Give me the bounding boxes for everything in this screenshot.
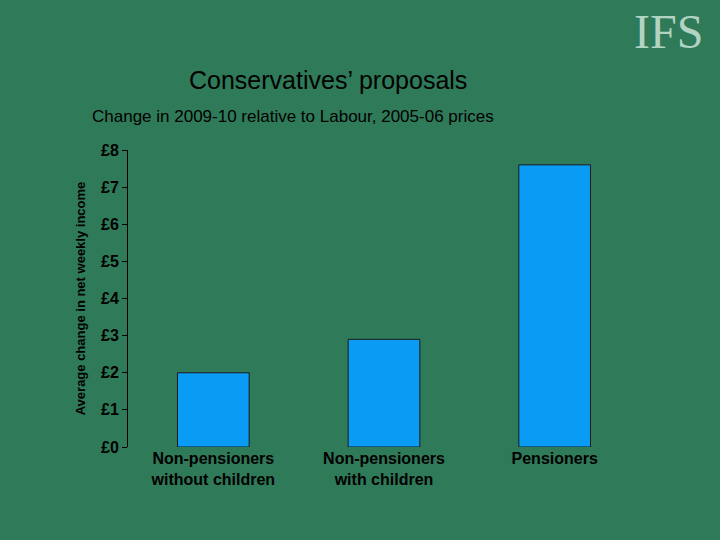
svg-text:£1: £1 [101,401,119,418]
svg-text:Average change in net weekly i: Average change in net weekly income [73,182,88,416]
svg-text:IFS: IFS [634,5,703,58]
svg-text:Conservatives’ proposals: Conservatives’ proposals [189,66,467,94]
svg-text:Pensioners: Pensioners [512,450,598,467]
svg-text:£6: £6 [101,216,119,233]
svg-text:£5: £5 [101,253,119,270]
svg-text:Non-pensionerswithout children: Non-pensionerswithout children [151,450,276,488]
svg-text:Non-pensionerswith children: Non-pensionerswith children [323,450,445,488]
svg-text:Change in 2009-10 relative to: Change in 2009-10 relative to Labour, 20… [92,107,494,126]
svg-text:£7: £7 [101,179,119,196]
svg-text:£2: £2 [101,364,119,381]
svg-text:£8: £8 [101,142,119,159]
svg-text:£4: £4 [101,290,119,307]
svg-text:£0: £0 [101,439,119,456]
svg-text:£3: £3 [101,327,119,344]
